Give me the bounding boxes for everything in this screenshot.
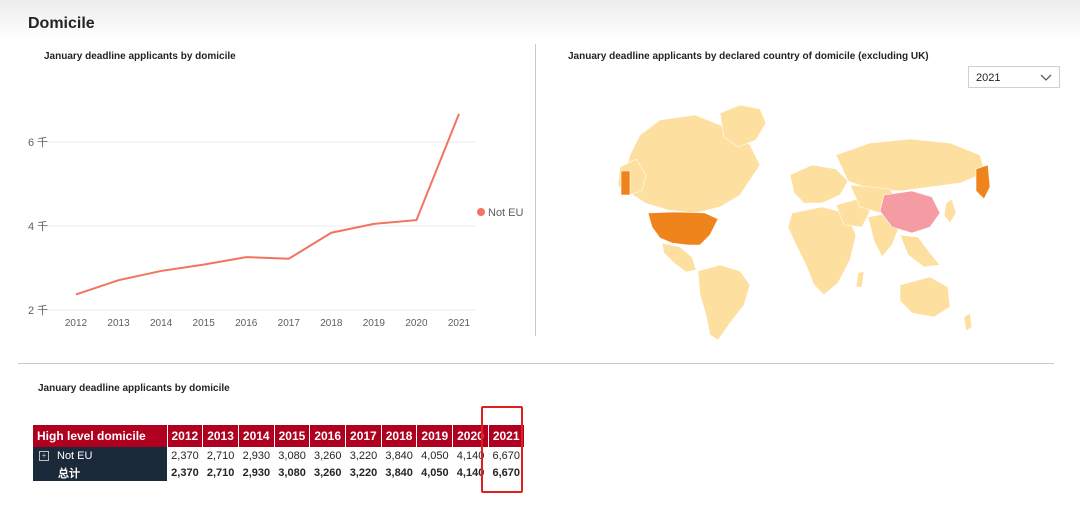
- map-region-west-alaska-edge: [620, 170, 631, 196]
- x-tick-label: 2020: [405, 318, 428, 329]
- data-point[interactable]: [372, 222, 376, 226]
- table-cell: 4,140: [456, 449, 485, 462]
- column-header-year[interactable]: 2012: [167, 425, 204, 447]
- column-header-year[interactable]: 2018: [381, 425, 418, 447]
- year-slicer-dropdown[interactable]: 2021: [968, 66, 1060, 88]
- top-shade: [0, 0, 1080, 40]
- table-cell: 6,670: [492, 449, 521, 462]
- x-tick-label: 2018: [320, 318, 343, 329]
- map-region-russia: [835, 138, 986, 192]
- x-tick-label: 2016: [235, 318, 258, 329]
- data-point[interactable]: [74, 292, 78, 296]
- table-row: + Not EU 2,370 2,710 2,930 3,080 3,260 3,…: [33, 447, 524, 464]
- map-region-china: [879, 190, 941, 234]
- table-cell: 2,370: [171, 449, 199, 462]
- data-point[interactable]: [414, 218, 418, 222]
- column-header-year[interactable]: 2014: [238, 425, 275, 447]
- table-cell: 6,670: [492, 466, 521, 479]
- legend-marker: [477, 208, 485, 216]
- column-header-year[interactable]: 2013: [202, 425, 239, 447]
- table-cell: 2,930: [242, 449, 271, 462]
- column-header-year[interactable]: 2021: [488, 425, 525, 447]
- column-header-year[interactable]: 2019: [416, 425, 454, 447]
- y-tick-label: 6 千: [28, 136, 48, 149]
- table-cell: 3,080: [278, 466, 306, 479]
- map-region-usa: [647, 211, 719, 246]
- table-cell: 4,050: [421, 449, 449, 462]
- map-region-madagascar: [855, 270, 865, 288]
- table-cell: 3,260: [313, 449, 342, 462]
- page-title: Domicile: [28, 15, 95, 32]
- year-slicer-value: 2021: [976, 72, 1001, 84]
- data-point[interactable]: [117, 278, 121, 282]
- data-point[interactable]: [159, 269, 163, 273]
- y-tick-label: 2 千: [28, 304, 48, 317]
- table-cell: 3,080: [278, 449, 306, 462]
- map-region-japan: [943, 198, 957, 224]
- data-point[interactable]: [457, 112, 461, 116]
- column-header-year[interactable]: 2017: [345, 425, 382, 447]
- table-cell: 2,930: [242, 466, 271, 479]
- row-label: Not EU: [57, 449, 93, 462]
- world-map[interactable]: [600, 95, 1010, 345]
- table-cell: 3,840: [385, 466, 413, 479]
- highlight-box-2021: [481, 406, 523, 493]
- visual-divider-horizontal: [18, 363, 1054, 364]
- table-cell: 2,710: [206, 466, 235, 479]
- visual-divider-vertical: [535, 44, 536, 336]
- column-header-year[interactable]: 2020: [452, 425, 489, 447]
- table-cell: 3,220: [349, 449, 378, 462]
- data-point[interactable]: [244, 255, 248, 259]
- x-tick-label: 2014: [150, 318, 173, 329]
- table-cell: 2,710: [206, 449, 235, 462]
- map-region-south-america: [697, 264, 751, 341]
- table-cell: 4,050: [421, 466, 449, 479]
- x-tick-label: 2013: [107, 318, 130, 329]
- map-region-southeast-asia: [899, 234, 941, 268]
- row-header-total: 总计: [33, 464, 167, 481]
- table-cell: 3,220: [349, 466, 378, 479]
- table-cell: 2,370: [171, 466, 199, 479]
- column-header-domicile[interactable]: High level domicile: [33, 425, 168, 447]
- line-chart-title: January deadline applicants by domicile: [44, 51, 236, 62]
- table-cell: 3,840: [385, 449, 413, 462]
- matrix-table: High level domicile 2012 2013 2014 2015 …: [33, 425, 525, 481]
- table-total-row: 总计 2,370 2,710 2,930 3,080 3,260 3,220 3…: [33, 464, 524, 481]
- map-title: January deadline applicants by declared …: [568, 51, 929, 62]
- data-point[interactable]: [287, 257, 291, 261]
- map-region-greenland: [719, 104, 767, 148]
- table-title: January deadline applicants by domicile: [38, 383, 230, 394]
- column-header-year[interactable]: 2016: [309, 425, 347, 447]
- legend-label[interactable]: Not EU: [488, 207, 524, 219]
- x-tick-label: 2012: [65, 318, 88, 329]
- line-chart[interactable]: 2 千 4 千 6 千 2012 2013 2014 2015 2016 2017 2018 201…: [0, 0, 535, 340]
- row-header-not-eu: + Not EU: [33, 447, 167, 464]
- table-cell: 4,140: [456, 466, 485, 479]
- x-tick-label: 2015: [193, 318, 216, 329]
- map-region-new-zealand: [963, 312, 973, 332]
- series-line-not-eu[interactable]: [75, 113, 460, 296]
- y-tick-label: 4 千: [28, 220, 48, 233]
- table-header-row: High level domicile 2012 2013 2014 2015 …: [33, 425, 525, 447]
- map-region-mexico: [661, 242, 697, 273]
- data-point[interactable]: [202, 263, 206, 267]
- chevron-down-icon: [1039, 70, 1053, 89]
- x-tick-label: 2021: [448, 318, 471, 329]
- map-region-europe: [789, 164, 849, 204]
- column-header-year[interactable]: 2015: [274, 425, 311, 447]
- x-tick-label: 2017: [278, 318, 301, 329]
- map-region-australia: [899, 276, 951, 318]
- expand-plus-icon[interactable]: +: [39, 450, 49, 461]
- x-tick-label: 2019: [363, 318, 386, 329]
- table-cell: 3,260: [313, 466, 342, 479]
- map-region-far-east-russia: [975, 164, 991, 200]
- data-point[interactable]: [329, 231, 333, 235]
